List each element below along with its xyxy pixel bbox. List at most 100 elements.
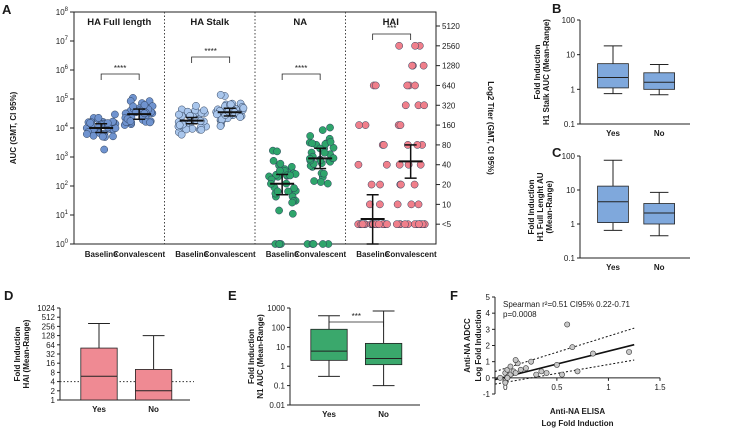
y-tick-label: 100 [562,16,576,25]
data-point [626,349,632,355]
y-tick-label: 128 [42,332,56,341]
data-point [186,112,194,120]
y-tick-label: 10 [566,51,575,60]
data-point [175,110,183,119]
y-axis-title: Fold InductionN1 AUC (Mean-Range) [247,314,265,399]
y2-tick-label: 80 [442,141,451,150]
x-tick-label: 1.5 [654,383,666,392]
significance-label: *** [352,312,361,321]
y-tick-label: 0.1 [564,120,576,129]
y-tick-label: 0.1 [274,382,286,391]
data-point [383,220,391,229]
box [364,342,403,366]
data-point [177,130,186,139]
y-tick-label: 2 [51,387,56,396]
y-tick-label: 105 [56,94,69,104]
y2-tick-label: 640 [442,81,456,90]
panel-f: F -1 0 1 2 3 4 5 0 0.5 1 1.5 Spearman r²=0.51 CI95% … [450,288,666,428]
data-point [216,122,225,130]
data-point [319,240,327,248]
data-point [308,139,317,148]
y-tick-label: -1 [483,390,491,399]
significance-bracket [191,56,231,63]
data-point [100,145,109,154]
y-tick-label: 4 [486,309,491,318]
box [597,185,629,223]
y-tick-label: 512 [42,313,56,322]
y-tick-label: 10 [566,186,575,195]
data-point [543,370,550,376]
data-point [310,177,318,185]
data-point [286,171,294,180]
data-point [358,220,367,229]
significance-label: **** [114,64,126,73]
panel-label-d: D [4,288,13,303]
data-point [420,101,428,110]
data-point [98,132,107,141]
data-point [401,101,410,110]
y2-tick-label: 5120 [442,22,460,31]
x-tick-label: No [148,405,159,414]
x-tick-label: 0.5 [551,383,563,392]
x-tick-label: No [654,129,665,138]
data-point [559,371,565,378]
y-tick-label: 100 [56,239,69,249]
x-tick-label: Yes [606,129,620,138]
data-point [569,344,576,351]
data-point [574,368,581,375]
data-point [395,41,404,50]
x-tick-label: Convalescent [204,250,256,259]
data-point [553,361,560,368]
data-point [564,321,571,328]
box [643,72,675,90]
x-tick-label: Baseline [356,250,389,259]
box [134,369,173,401]
data-point [288,209,297,218]
data-point [376,200,384,209]
panel-b: B 0.1 1 10 100 Fold InductionH1 Stalk AUC (Me… [533,1,690,138]
data-point [397,180,405,189]
y-axis-title: Fold InductionHAI (Mean-Range) [13,319,31,388]
data-point [528,358,534,365]
data-point [512,357,519,363]
annotation: Spearman r²=0.51 CI95% 0.22-0.71 p=0.0008 [503,300,631,319]
data-point [517,366,524,373]
data-point [355,121,363,129]
y-tick-label: 0 [486,374,491,383]
data-point [375,220,383,229]
y-tick-label: 64 [46,341,55,350]
data-point [236,113,245,121]
y-tick-label: 5 [486,293,491,302]
y-tick-label: 0.01 [269,401,285,410]
data-point [306,132,315,140]
data-point [419,61,428,70]
y-axis-title: Anti-NA ADCC Log Fold Induction [463,309,483,381]
data-point [126,117,135,125]
y-axis-title: AUC (GMT, CI 95%) [9,91,18,164]
data-point [523,365,529,372]
group-title: HA Full length [87,17,151,28]
data-point [316,178,325,186]
box [597,63,629,89]
data-point [320,169,328,178]
panel-label-b: B [552,1,561,16]
y-tick-label: 1 [281,362,286,371]
data-point [275,240,284,248]
y2-tick-label: 20 [442,181,451,190]
data-point [371,81,380,90]
data-point [502,379,509,386]
y-tick-label: 3 [486,325,491,334]
significance-bracket [372,33,412,40]
panel-label-c: C [552,145,562,160]
box [310,328,348,361]
y2-tick-label: 320 [442,101,456,110]
y-tick-label: 100 [562,152,576,161]
x-tick-label: Baseline [175,250,208,259]
data-point [507,363,514,370]
y-tick-label: 1000 [267,304,285,313]
data-point [175,121,184,129]
data-point [216,91,225,99]
y-tick-label: 102 [56,181,69,191]
data-point [197,125,206,134]
data-point [354,160,363,169]
